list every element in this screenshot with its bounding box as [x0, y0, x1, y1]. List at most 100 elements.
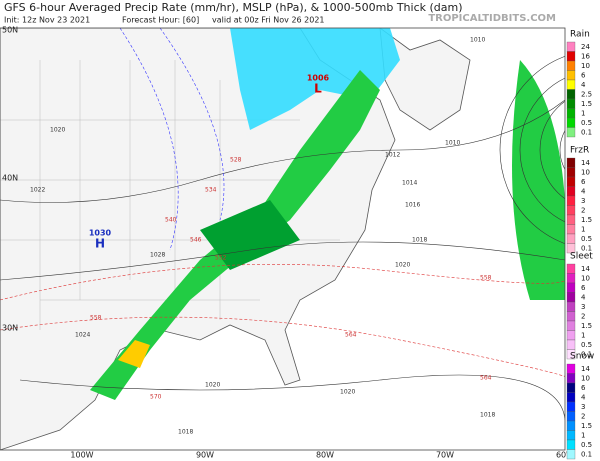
- isobar-label: 1018: [480, 412, 495, 419]
- legend-tick: 10: [581, 62, 590, 70]
- thickness-label: 552: [215, 255, 227, 262]
- legend-tick: 4: [581, 81, 586, 89]
- isobar-label: 1012: [385, 152, 400, 159]
- legend-tick: 1: [581, 109, 585, 117]
- legend-tick: 1: [581, 225, 585, 233]
- isobars: [0, 56, 565, 421]
- thickness-label: 528: [230, 157, 242, 164]
- lon-label: 100W: [70, 451, 93, 460]
- heavy-rain: [118, 340, 150, 368]
- legend-swatch: [566, 430, 576, 441]
- legend-swatch: [566, 205, 576, 216]
- legend-tick: 0.1: [581, 450, 592, 458]
- thickness-label: 546: [190, 237, 202, 244]
- legend-tick: 4: [581, 293, 586, 301]
- legend-swatch: [566, 292, 576, 303]
- legend-tick: 0.5: [581, 235, 592, 243]
- legend-swatch: [566, 98, 576, 109]
- legend-tick: 2.5: [581, 90, 592, 98]
- isobar-label: 1020: [50, 127, 65, 134]
- legend-swatch: [566, 233, 576, 244]
- thickness-label: 564: [345, 332, 357, 339]
- map-frame: [0, 27, 566, 451]
- legend-swatch: [566, 282, 576, 293]
- legend-swatch: [566, 89, 576, 100]
- thickness-label: 558: [90, 315, 102, 322]
- legend-swatch: [566, 79, 576, 90]
- isobar-label: 1028: [150, 252, 165, 259]
- legend-tick: 2: [581, 412, 585, 420]
- legend-swatch: [566, 373, 576, 384]
- legend-swatch: [566, 392, 576, 403]
- legend-swatch: [566, 411, 576, 422]
- legend-swatch: [566, 263, 576, 274]
- rain-core: [200, 200, 300, 270]
- legend-swatch: [566, 224, 576, 235]
- legend-swatch: [566, 157, 576, 168]
- legend-tick: 14: [581, 159, 590, 167]
- legend-tick: 14: [581, 365, 590, 373]
- legend-swatch: [566, 401, 576, 412]
- legend-tick: 1.5: [581, 422, 592, 430]
- legend-tick: 3: [581, 197, 585, 205]
- legend-tick: 14: [581, 265, 590, 273]
- thickness-label: 534: [205, 187, 217, 194]
- legend-swatch: [566, 195, 576, 206]
- isobar-label: 1014: [402, 180, 417, 187]
- legend-swatch: [566, 439, 576, 450]
- legend-tick: 16: [581, 52, 590, 60]
- isobar-label: 1022: [30, 187, 45, 194]
- legend-tick: 0.5: [581, 441, 592, 449]
- legend-tick: 6: [581, 384, 586, 392]
- lon-label: 70W: [436, 451, 454, 460]
- forecast-hour: Forecast Hour: [60]: [122, 16, 199, 25]
- lat-label: 30N: [2, 324, 18, 333]
- legend-swatch: [566, 330, 576, 341]
- offshore-rain: [512, 60, 565, 300]
- legend-swatch: [566, 186, 576, 197]
- legend-swatch: [566, 108, 576, 119]
- legend-swatch: [566, 167, 576, 178]
- legend-title: Rain: [570, 30, 590, 40]
- legend-tick: 4: [581, 187, 586, 195]
- legend-swatch: [566, 320, 576, 331]
- land-northeast: [379, 28, 471, 131]
- thickness-label: 540: [165, 217, 177, 224]
- legend-swatch: [566, 339, 576, 350]
- isobar-label: 1020: [205, 382, 220, 389]
- legend-swatch: [566, 363, 576, 374]
- borders: [0, 60, 340, 330]
- legend-swatch: [566, 311, 576, 322]
- legend-tick: 2: [581, 206, 585, 214]
- legend-swatch: [566, 117, 576, 128]
- legend-tick: 1.5: [581, 322, 592, 330]
- legend-tick: 1.5: [581, 100, 592, 108]
- legend-swatch: [566, 273, 576, 284]
- map-area: [0, 28, 565, 450]
- legend-tick: 3: [581, 303, 585, 311]
- snow-area: [230, 28, 400, 130]
- legend-title: Sleet: [570, 252, 593, 262]
- thickness-label: 570: [150, 394, 162, 401]
- legend-tick: 10: [581, 274, 590, 282]
- isobar-label: 1010: [470, 37, 485, 44]
- thickness-lines: [0, 264, 565, 380]
- legend-swatch: [566, 420, 576, 431]
- legend-tick: 6: [581, 284, 586, 292]
- legend-swatch: [566, 382, 576, 393]
- legend-swatch: [566, 51, 576, 62]
- thickness-label: 558: [480, 275, 492, 282]
- legend-title: Snow: [570, 352, 594, 362]
- legend-tick: 0.5: [581, 119, 592, 127]
- lon-label: 60W: [556, 451, 574, 460]
- legend-tick: 0.1: [581, 244, 592, 252]
- legend-tick: 3: [581, 403, 585, 411]
- lat-label: 40N: [2, 174, 18, 183]
- legend-title: FrzR: [570, 146, 589, 156]
- legend-tick: 10: [581, 374, 590, 382]
- lon-label: 90W: [196, 451, 214, 460]
- legend-tick: 1: [581, 331, 585, 339]
- pressure-center: L: [314, 82, 322, 96]
- legend-swatch: [566, 70, 576, 81]
